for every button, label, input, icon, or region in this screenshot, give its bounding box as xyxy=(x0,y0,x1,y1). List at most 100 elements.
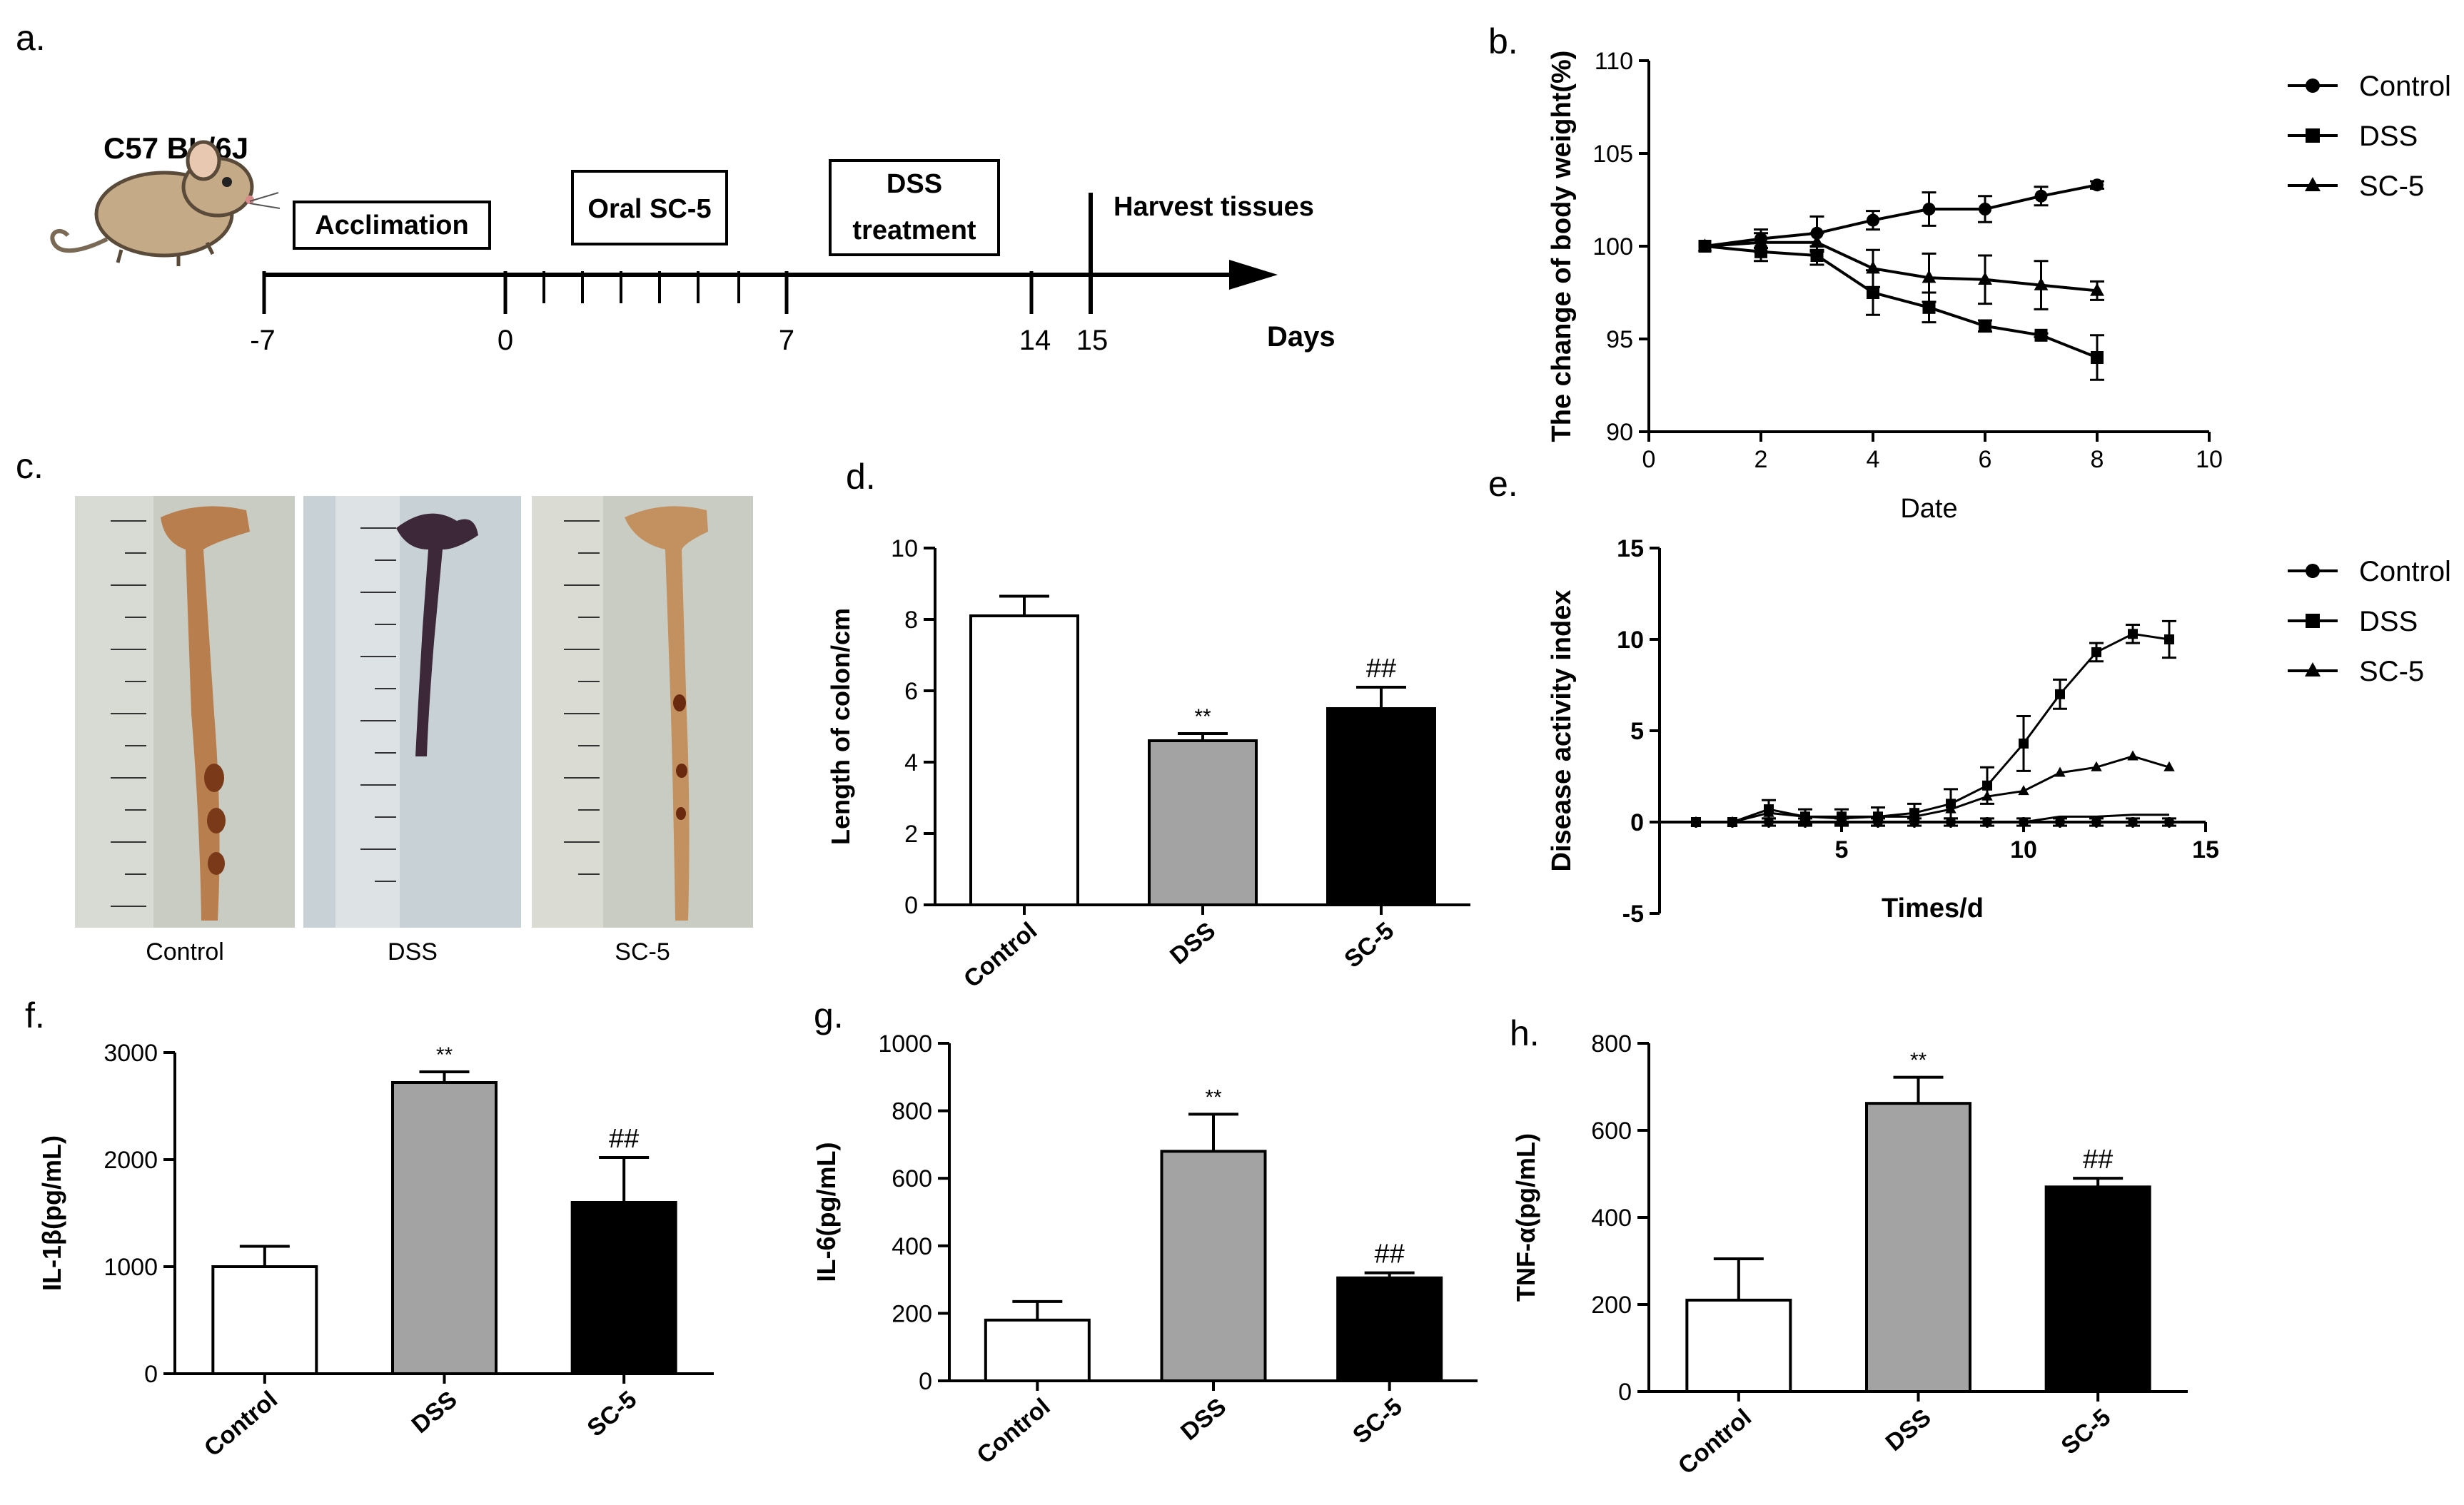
y-tick-label: 105 xyxy=(1592,141,1633,168)
panel-label-c: c. xyxy=(16,446,44,486)
series-line-dss xyxy=(1705,245,2098,359)
legend-marker-sc5 xyxy=(2305,177,2321,191)
y-tick-label: 10 xyxy=(891,535,918,562)
data-point-dss xyxy=(1982,780,1992,791)
x-tick-label: 15 xyxy=(2192,836,2219,863)
data-point-sc5 xyxy=(1697,238,1712,252)
y-tick-label: 400 xyxy=(1591,1205,1632,1232)
legend-marker-dss xyxy=(2306,614,2320,628)
data-point-sc5 xyxy=(1922,270,1937,283)
timeline-arrowhead xyxy=(1229,260,1278,290)
panel-a-timeline: C57 BL/6J -7 0 7 14 15 Days A xyxy=(50,131,1335,356)
y-tick-label: 3000 xyxy=(103,1040,158,1067)
series-line-low xyxy=(1696,814,2169,824)
panel-c-photos: Control DSS SC-5 xyxy=(75,496,753,966)
y-tick-label: 600 xyxy=(892,1165,932,1192)
panel-label-e: e. xyxy=(1488,464,1518,504)
x-tick-label: SC-5 xyxy=(2056,1404,2116,1460)
y-tick-label: 4 xyxy=(904,749,918,776)
day-tick-15: 15 xyxy=(1076,325,1109,356)
legend-label: Control xyxy=(2359,556,2451,587)
y-axis-title: IL-6(pg/mL) xyxy=(812,1142,841,1282)
y-axis-title: IL-1β(pg/mL) xyxy=(37,1135,66,1291)
series-line-control xyxy=(1705,183,2098,248)
series-line-sc5 xyxy=(1696,755,2170,824)
data-point-sc5 xyxy=(1754,235,1768,248)
y-axis-title: The change of body weight(%) xyxy=(1547,51,1577,442)
data-point-control xyxy=(1867,213,1879,227)
data-point-dss xyxy=(2128,629,2138,639)
significance-label: ## xyxy=(2083,1145,2113,1175)
data-point-control xyxy=(2055,817,2065,827)
data-point-sc5 xyxy=(1872,810,1884,821)
chart-g-il6: 0 200 400 600 800 1000 IL-6(pg/mL) Control ** DSS… xyxy=(812,1030,1478,1469)
y-tick-label: 200 xyxy=(1591,1292,1632,1319)
data-point-sc5 xyxy=(2054,766,2066,777)
y-axis-title: TNF-α(pg/mL) xyxy=(1511,1133,1540,1302)
x-tick-label: 10 xyxy=(2010,836,2037,863)
y-tick-label: 0 xyxy=(919,1368,932,1395)
acclimation-box: Acclimation xyxy=(315,211,468,240)
data-point-dss xyxy=(2019,738,2029,749)
y-tick-label: 1000 xyxy=(103,1254,158,1281)
data-point-control xyxy=(2034,189,2048,203)
x-tick-label: SC-5 xyxy=(1339,917,1399,973)
data-point-sc5 xyxy=(1945,803,1956,814)
x-tick-label: DSS xyxy=(1165,917,1221,970)
data-point-sc5 xyxy=(2018,785,2029,796)
y-tick-label: 800 xyxy=(1591,1030,1632,1058)
y-tick-label: 600 xyxy=(1591,1118,1632,1145)
data-point-sc5 xyxy=(1809,235,1824,248)
y-tick-label: 10 xyxy=(1617,627,1644,654)
data-point-sc5 xyxy=(2034,277,2049,290)
bar-dss xyxy=(1148,739,1258,906)
y-tick-label: 100 xyxy=(1592,233,1633,260)
bar-control xyxy=(1685,1298,1792,1394)
days-axis-label: Days xyxy=(1267,321,1335,353)
x-tick-label: 8 xyxy=(2091,446,2104,473)
data-point-dss xyxy=(2091,351,2104,364)
data-point-sc5 xyxy=(1763,806,1774,817)
data-point-sc5 xyxy=(1836,812,1847,823)
x-tick-label: 10 xyxy=(2196,446,2223,473)
data-point-dss xyxy=(1979,319,1991,333)
x-tick-label: 4 xyxy=(1867,446,1880,473)
y-tick-label: 0 xyxy=(1618,1379,1632,1406)
y-tick-label: 95 xyxy=(1606,326,1633,353)
significance-label: ** xyxy=(1194,705,1211,729)
significance-label: ## xyxy=(1366,654,1396,684)
y-tick-label: 400 xyxy=(892,1233,932,1260)
data-point-control xyxy=(2091,817,2101,827)
x-tick-label: Control xyxy=(959,917,1042,993)
x-tick-label: 5 xyxy=(1835,836,1849,863)
y-tick-label: -5 xyxy=(1622,901,1644,928)
data-point-sc5 xyxy=(1909,810,1920,821)
harvest-tissues-label: Harvest tissues xyxy=(1114,192,1314,222)
bar-control xyxy=(969,614,1079,906)
y-tick-label: 8 xyxy=(904,607,918,634)
bar-control xyxy=(211,1265,318,1375)
y-tick-label: 200 xyxy=(892,1300,932,1327)
panel-label-d: d. xyxy=(846,457,876,497)
data-point-dss xyxy=(2164,634,2174,644)
significance-label: ** xyxy=(436,1043,453,1067)
y-tick-label: 6 xyxy=(904,678,918,705)
data-point-sc5 xyxy=(1866,260,1880,274)
legend-label: Control xyxy=(2359,71,2451,102)
x-tick-label: 2 xyxy=(1754,446,1768,473)
panel-label-g: g. xyxy=(814,995,844,1035)
photo-sc5 xyxy=(532,496,753,928)
data-point-sc5 xyxy=(2090,283,2104,296)
data-point-dss xyxy=(2034,328,2048,342)
y-tick-label: 0 xyxy=(1630,809,1644,836)
x-tick-label: SC-5 xyxy=(582,1386,642,1442)
chart-e-disease-activity: -5 0 5 10 15 5 10 15 Times/d Disease activity ind… xyxy=(1547,535,2451,928)
oral-sc5-box: Oral SC-5 xyxy=(587,194,711,224)
chart-d-colon-length: 0 2 4 6 8 10 Length of colon/cm Control ** DSS ## S… xyxy=(826,535,1470,993)
data-point-dss xyxy=(1922,300,1936,314)
y-tick-label: 0 xyxy=(144,1361,158,1388)
y-tick-label: 800 xyxy=(892,1098,932,1125)
y-tick-label: 0 xyxy=(904,892,918,919)
bar-dss xyxy=(1160,1150,1267,1382)
